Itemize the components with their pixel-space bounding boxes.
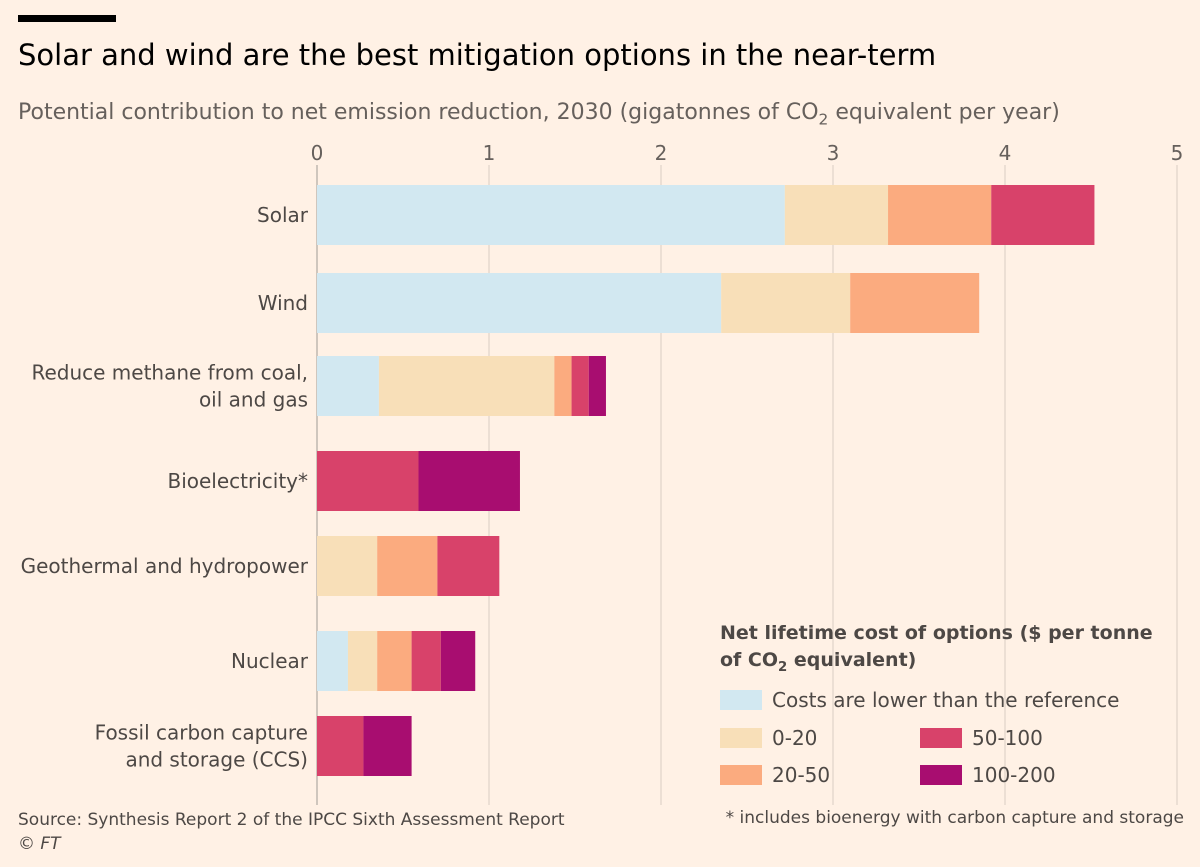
source-note: Source: Synthesis Report 2 of the IPCC S…	[18, 808, 565, 856]
bar-segment	[377, 631, 412, 691]
bar-segment	[317, 631, 348, 691]
bar-segment	[437, 536, 500, 596]
x-tick-label: 3	[827, 141, 840, 165]
bar-segment	[317, 536, 378, 596]
category-labels: Solar Wind Reduce methane from coal, oil an…	[21, 203, 309, 772]
category-label: Fossil carbon capture	[95, 721, 308, 745]
bar-segment	[378, 356, 555, 416]
ft-top-bar	[18, 15, 116, 22]
bar-segment	[317, 451, 419, 511]
legend-item-lower: Costs are lower than the reference	[720, 688, 1119, 712]
bar-segment	[571, 356, 589, 416]
bar-segment	[588, 356, 606, 416]
bar-segment	[317, 185, 785, 245]
x-tick-label: 4	[999, 141, 1012, 165]
category-label: Nuclear	[231, 649, 309, 673]
bar-segment	[411, 631, 441, 691]
category-label: Wind	[258, 291, 308, 315]
bar-segment	[440, 631, 476, 691]
legend: Net lifetime cost of options ($ per tonn…	[720, 620, 1180, 787]
footnote: * includes bioenergy with carbon capture…	[725, 808, 1184, 828]
x-tick-label: 0	[311, 141, 324, 165]
chart-title: Solar and wind are the best mitigation o…	[18, 38, 937, 72]
legend-item-50-100: 50-100	[920, 726, 1043, 750]
bar-segment	[317, 356, 379, 416]
legend-label: 20-50	[772, 763, 831, 787]
legend-swatch	[920, 765, 962, 785]
x-tick-labels: 0 1 2 3 4 5	[311, 141, 1184, 165]
bar-segment	[554, 356, 572, 416]
legend-label: 50-100	[972, 726, 1043, 750]
legend-swatch	[720, 765, 762, 785]
x-tick-label: 5	[1171, 141, 1184, 165]
category-label: Reduce methane from coal,	[31, 361, 308, 385]
category-label: oil and gas	[199, 388, 308, 412]
legend-item-0-20: 0-20	[720, 726, 817, 750]
bars	[317, 185, 1095, 776]
bar-segment	[317, 716, 364, 776]
legend-item-20-50: 20-50	[720, 763, 830, 787]
bar-segment	[377, 536, 438, 596]
legend-swatch	[720, 728, 762, 748]
legend-swatch	[720, 690, 762, 710]
bar-segment	[991, 185, 1095, 245]
x-tick-label: 1	[483, 141, 496, 165]
category-label: Bioelectricity*	[167, 469, 308, 493]
source-text: Source: Synthesis Report 2 of the IPCC S…	[18, 810, 565, 830]
bar-segment	[888, 185, 992, 245]
bar-segment	[850, 273, 980, 333]
bar-segment	[363, 716, 412, 776]
bar-segment	[784, 185, 889, 245]
category-label: Geothermal and hydropower	[21, 554, 309, 578]
bar-segment	[418, 451, 520, 511]
legend-swatch	[920, 728, 962, 748]
bar-segment	[347, 631, 378, 691]
category-label: and storage (CCS)	[125, 748, 308, 772]
chart-subtitle: Potential contribution to net emission r…	[18, 100, 1060, 129]
x-tick-label: 2	[655, 141, 668, 165]
bar-segment	[721, 273, 851, 333]
legend-label: 100-200	[972, 763, 1056, 787]
legend-label: 0-20	[772, 726, 818, 750]
copyright: © FT	[18, 834, 61, 854]
legend-label: Costs are lower than the reference	[772, 688, 1120, 712]
legend-title: Net lifetime cost of options ($ per tonn…	[720, 622, 1153, 675]
legend-item-100-200: 100-200	[920, 763, 1056, 787]
category-label: Solar	[257, 203, 309, 227]
bar-segment	[317, 273, 722, 333]
